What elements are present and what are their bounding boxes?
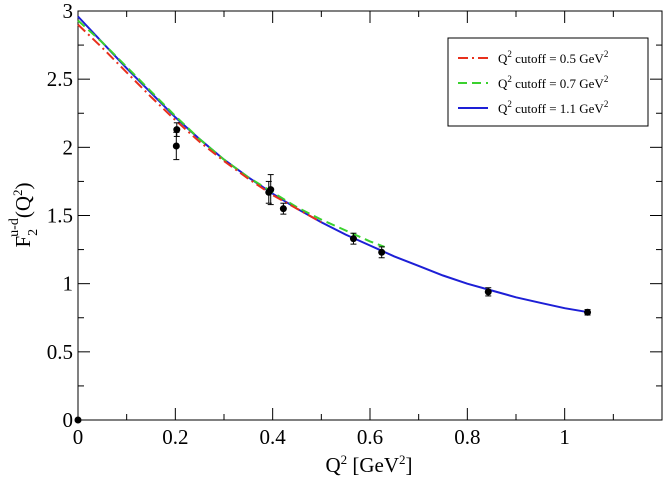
y-tick-label: 3 [63,0,74,23]
y-tick-label: 2 [63,135,74,159]
legend: Q2 cutoff = 0.5 GeV2 Q2 cutoff = 0.7 GeV2… [447,37,649,127]
data-point [378,248,386,256]
x-tick-label: 0.2 [162,425,188,449]
x-tick-label: 0 [73,425,84,449]
data-point [584,308,592,316]
x-tick-label: 0.4 [260,425,287,449]
x-axis-title: Q2 [GeV2] [325,452,412,477]
data-point [349,235,357,243]
data-point [484,288,492,296]
data-point [267,186,275,194]
legend-label: Q2 cutoff = 0.5 GeV2 [498,49,608,66]
series-line [77,19,385,248]
data-point [173,126,181,134]
data-point [172,142,180,150]
legend-label: Q2 cutoff = 1.1 GeV2 [498,99,608,116]
tick-labels: 0 0.2 0.4 0.6 0.8 1 0 0.5 1 1.5 2 2.5 3 [47,0,570,449]
y-tick-label: 2.5 [47,67,73,91]
curves [77,15,590,314]
data-points [74,122,592,424]
data-point [279,205,287,213]
x-tick-label: 0.8 [454,425,480,449]
y-tick-label: 0 [63,408,74,432]
legend-label: Q2 cutoff = 0.7 GeV2 [498,74,608,91]
data-point [74,416,82,424]
series-line [77,23,322,224]
y-tick-label: 1.5 [47,204,73,228]
y-tick-label: 0.5 [47,340,73,364]
axis-ticks [77,10,662,421]
legend-box [447,37,649,127]
x-tick-label: 0.6 [357,425,383,449]
x-tick-label: 1 [559,425,570,449]
y-tick-label: 1 [63,272,74,296]
y-axis-title: F2u-d(Q2) [7,182,41,247]
